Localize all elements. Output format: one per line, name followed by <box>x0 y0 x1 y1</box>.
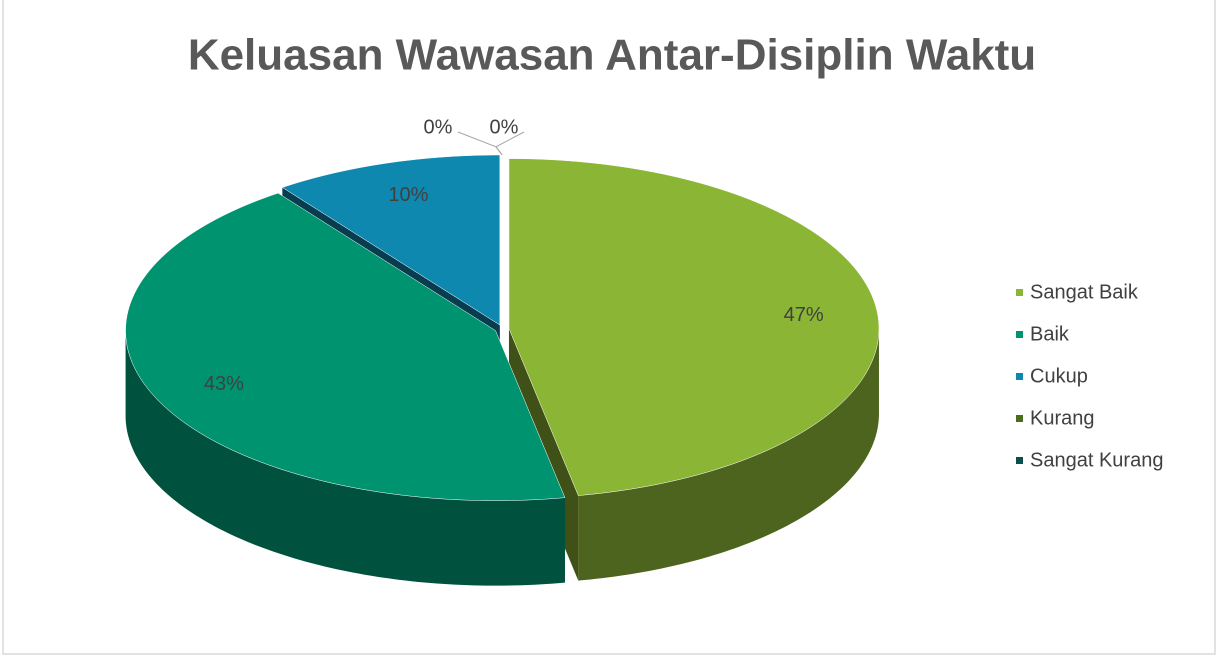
legend-label: Cukup <box>1030 365 1088 387</box>
legend-swatch <box>1016 415 1023 422</box>
pie-slice <box>281 154 501 326</box>
legend-swatch <box>1016 331 1023 338</box>
legend-label: Baik <box>1030 323 1070 345</box>
slice-side <box>578 328 879 581</box>
legend-swatch <box>1016 457 1023 464</box>
pie-slice <box>508 158 880 496</box>
pie-labels: 47% 43% 10% 0% 0% <box>204 116 824 395</box>
pie-slice <box>125 192 566 501</box>
legend-label: Kurang <box>1030 407 1095 429</box>
legend-label: Sangat Baik <box>1030 281 1139 303</box>
data-label: 0% <box>490 116 519 138</box>
legend-label: Sangat Kurang <box>1030 449 1163 471</box>
pie-tops <box>125 154 880 501</box>
legend-swatch <box>1016 289 1023 296</box>
data-label: 47% <box>784 304 824 326</box>
data-label: 10% <box>388 184 428 206</box>
chart-title: Keluasan Wawasan Antar-Disiplin Waktu <box>188 31 1036 80</box>
data-label: 43% <box>204 373 244 395</box>
legend-swatch <box>1016 373 1023 380</box>
slice-side <box>125 330 565 586</box>
leader-line <box>495 131 525 156</box>
legend: Sangat Baik Baik Cukup Kurang Sangat Kurang <box>1016 281 1163 471</box>
data-label: 0% <box>424 116 453 138</box>
